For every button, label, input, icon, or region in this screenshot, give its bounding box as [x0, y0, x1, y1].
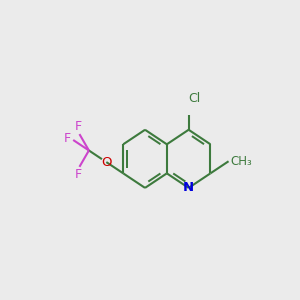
Text: N: N [183, 182, 194, 194]
Text: F: F [74, 168, 82, 181]
Text: O: O [101, 156, 112, 169]
Text: F: F [64, 132, 71, 145]
Text: Cl: Cl [188, 92, 201, 105]
Text: CH₃: CH₃ [230, 155, 252, 168]
Text: F: F [74, 120, 82, 133]
